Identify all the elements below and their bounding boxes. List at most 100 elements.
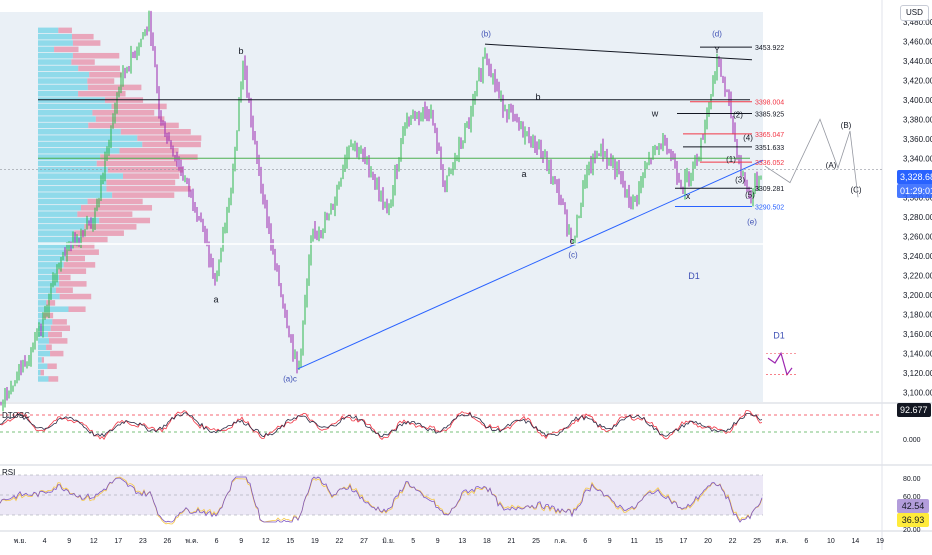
volume-profile-bar [38, 65, 79, 72]
rsi-tick-label: 60.00 [903, 494, 921, 501]
date-tick-label: 6 [215, 538, 219, 545]
volume-profile-bar [38, 173, 123, 179]
volume-profile-bar [96, 160, 178, 167]
date-tick-label: 9 [436, 538, 440, 545]
date-tick-label: 27 [360, 538, 368, 545]
price-tick-label: 3,200.000 [903, 291, 932, 300]
volume-profile-bar [46, 300, 56, 306]
date-tick-label: 17 [680, 538, 688, 545]
wave-label: (B) [841, 121, 852, 130]
volume-profile-bar [38, 230, 75, 236]
price-tick-label: 3,180.000 [903, 310, 932, 319]
date-tick-label: 12 [262, 538, 270, 545]
volume-profile-bar [38, 129, 121, 135]
volume-profile-bar [38, 103, 112, 110]
price-level-label: 3351.633 [755, 145, 784, 152]
wave-label: (A) [826, 161, 837, 170]
dtosc-main-line [0, 412, 763, 438]
volume-profile-bar [38, 192, 113, 198]
wave-label: a [213, 295, 218, 305]
volume-profile-bar [54, 46, 79, 53]
volume-profile-bar [38, 357, 42, 363]
volume-profile-bar [95, 116, 165, 122]
volume-profile-bar [89, 71, 122, 78]
price-tick-label: 3,160.000 [903, 330, 932, 339]
volume-profile-bar [78, 90, 126, 97]
volume-profile-bar [38, 350, 51, 357]
volume-profile-bar [71, 33, 94, 40]
date-tick-label: 17 [114, 538, 122, 545]
volume-profile-bar [142, 141, 201, 148]
volume-profile-bar [38, 344, 47, 351]
wave-label: x [686, 191, 691, 201]
volume-profile-bar [119, 148, 179, 154]
price-tick-label: 3,260.000 [903, 232, 932, 241]
volume-profile-bar [38, 274, 60, 281]
date-tick-label: ส.ค. [775, 538, 788, 545]
volume-profile-bar [38, 52, 73, 59]
rsi-tick-label: 20.00 [903, 527, 921, 534]
price-tick-label: 3,280.000 [903, 213, 932, 222]
volume-profile-bar [80, 205, 153, 211]
volume-profile-bar [38, 338, 49, 344]
volume-profile-bar [58, 268, 87, 274]
countdown-tag: 01:29:01 [897, 184, 932, 198]
volume-profile-bar [68, 306, 86, 312]
price-tick-label: 3,480.000 [903, 18, 932, 27]
rsi-tick-label: 80.00 [903, 476, 921, 483]
volume-profile-bar [38, 287, 56, 293]
volume-profile-bar [38, 262, 64, 268]
price-tick-label: 3,220.000 [903, 271, 932, 280]
volume-profile-bar [38, 141, 143, 148]
price-level-label: 3290.502 [755, 205, 784, 212]
projection-path [764, 118, 859, 198]
volume-profile-bar [77, 211, 133, 217]
price-level-label: 3385.925 [755, 111, 784, 118]
volume-profile-bar [38, 268, 59, 274]
currency-label[interactable]: USD [900, 5, 929, 21]
trendline-support [297, 159, 764, 370]
volume-profile-bar [38, 33, 72, 40]
current-price-tag: 3,328.680 [897, 170, 932, 184]
dtosc-pane [0, 404, 882, 462]
volume-profile-bar [55, 287, 73, 293]
volume-profile-bar [47, 363, 57, 370]
volume-profile-bar [99, 217, 151, 224]
date-tick-label: 9 [67, 538, 71, 545]
volume-profile-bar [38, 27, 59, 34]
volume-profile-bar [65, 255, 86, 262]
volume-profile-bar [63, 262, 96, 268]
rsi-ma-value-tag: 36.93 [897, 513, 929, 527]
date-tick-label: 12 [90, 538, 98, 545]
volume-profile-bar [38, 300, 47, 306]
wave-label: (b) [481, 29, 491, 38]
volume-profile-bar [43, 312, 54, 319]
date-tick-label: 23 [139, 538, 147, 545]
volume-profile-bar [38, 122, 89, 129]
volume-profile-bar [38, 312, 44, 319]
volume-profile-bar [40, 369, 44, 376]
volume-profile-bar [87, 78, 115, 84]
volume-profile-bar [50, 325, 71, 331]
volume-profile-bar [38, 306, 69, 312]
volume-profile-bar [88, 122, 179, 129]
wave-label: (5) [745, 190, 755, 199]
volume-profile-bar [38, 186, 107, 192]
wave-label: Y [714, 45, 720, 55]
volume-profile-bar [38, 116, 96, 122]
volume-profile-bar [38, 325, 51, 331]
date-tick-label: 19 [876, 538, 884, 545]
wave-label: (C) [850, 185, 861, 194]
volume-profile-bar [106, 179, 176, 186]
volume-profile-bar [59, 274, 71, 281]
wave-label: (d) [712, 29, 722, 38]
volume-profile-bar [41, 357, 44, 363]
volume-profile-bar [92, 109, 155, 116]
price-tick-label: 3,100.000 [903, 388, 932, 397]
date-tick-label: 26 [164, 538, 172, 545]
date-tick-label: 11 [631, 538, 638, 545]
volume-profile-bar [38, 363, 48, 370]
date-tick-label: 14 [852, 538, 860, 545]
price-level-label: 3309.281 [755, 186, 784, 193]
